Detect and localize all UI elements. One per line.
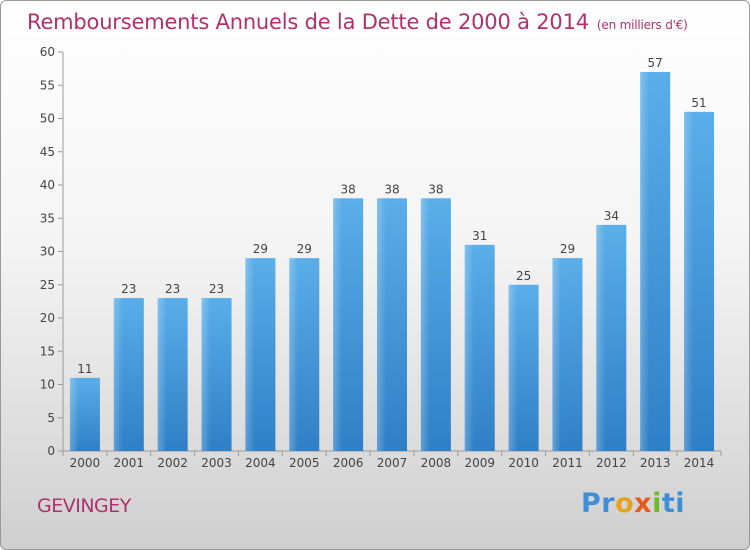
value-label: 29: [560, 242, 575, 256]
x-tick-label: 2002: [157, 456, 188, 470]
bar-highlight: [289, 258, 320, 451]
y-tick-label: 5: [47, 411, 55, 425]
value-label: 51: [691, 96, 706, 110]
value-label: 38: [384, 182, 399, 196]
value-label: 38: [340, 182, 355, 196]
value-label: 38: [428, 182, 443, 196]
chart-title: Remboursements Annuels de la Dette de 20…: [27, 10, 688, 34]
bar-highlight: [684, 111, 715, 451]
y-tick-label: 20: [40, 311, 55, 325]
y-tick-label: 60: [40, 45, 55, 59]
x-tick-label: 2000: [70, 456, 101, 470]
value-label: 57: [648, 56, 663, 70]
chart-title-text: Remboursements Annuels de la Dette de 20…: [27, 10, 589, 34]
y-tick-label: 0: [47, 444, 55, 458]
bar-highlight: [113, 298, 144, 451]
value-label: 11: [77, 362, 92, 376]
y-tick-label: 25: [40, 278, 55, 292]
value-label: 31: [472, 229, 487, 243]
logo-part: ti: [661, 488, 686, 519]
x-tick-label: 2007: [377, 456, 408, 470]
bar-highlight: [333, 198, 364, 451]
chart-subtitle: (en milliers d'€): [596, 18, 688, 32]
x-tick-label: 2005: [289, 456, 320, 470]
proxiti-logo: Proxiti: [581, 488, 685, 519]
bar-highlight: [69, 377, 100, 451]
value-label: 34: [604, 209, 619, 223]
y-tick-label: 35: [40, 211, 55, 225]
value-label: 23: [209, 282, 224, 296]
value-label: 29: [297, 242, 312, 256]
value-labels-group: 11 23 23 23 29 29 38 38 38 31 25 29 34 57 51: [77, 56, 706, 376]
bar-highlight: [157, 298, 188, 451]
x-tick-label: 2004: [245, 456, 276, 470]
y-tick-label: 30: [40, 245, 55, 259]
bar-highlight: [508, 284, 539, 451]
bar-highlight: [201, 298, 232, 451]
value-label: 29: [253, 242, 268, 256]
x-tick-label: 2014: [684, 456, 715, 470]
y-tick-label: 55: [40, 78, 55, 92]
logo-part: o: [615, 488, 635, 519]
x-tick-label: 2009: [464, 456, 495, 470]
logo-part: x: [634, 488, 653, 519]
bar-highlight: [596, 224, 627, 451]
bar-highlight: [640, 71, 671, 451]
bar-highlight: [420, 198, 451, 451]
bars-group: [69, 71, 715, 451]
place-name: GEVINGEY: [37, 495, 131, 517]
bar-highlight: [245, 258, 276, 451]
value-label: 25: [516, 269, 531, 283]
x-tick-label: 2006: [333, 456, 364, 470]
bar-highlight: [552, 258, 583, 451]
bar-highlight: [464, 244, 495, 451]
bar-highlight: [377, 198, 407, 451]
value-label: 23: [121, 282, 136, 296]
axes: 0 5 10 15 20 25 30 35 40 45 50 55 60 2000 2001 2002 2003…: [40, 45, 722, 470]
y-tick-label: 15: [40, 344, 55, 358]
x-tick-label: 2010: [508, 456, 539, 470]
x-tick-label: 2001: [114, 456, 145, 470]
x-tick-label: 2008: [421, 456, 452, 470]
value-label: 23: [165, 282, 180, 296]
x-tick-label: 2011: [552, 456, 583, 470]
logo-part: Pr: [581, 488, 616, 519]
y-tick-label: 10: [40, 378, 55, 392]
y-tick-label: 45: [40, 145, 55, 159]
logo-part: i: [652, 488, 662, 519]
x-tick-label: 2003: [201, 456, 232, 470]
y-tick-label: 50: [40, 112, 55, 126]
x-tick-label: 2013: [640, 456, 671, 470]
y-tick-label: 40: [40, 178, 55, 192]
x-tick-label: 2012: [596, 456, 627, 470]
